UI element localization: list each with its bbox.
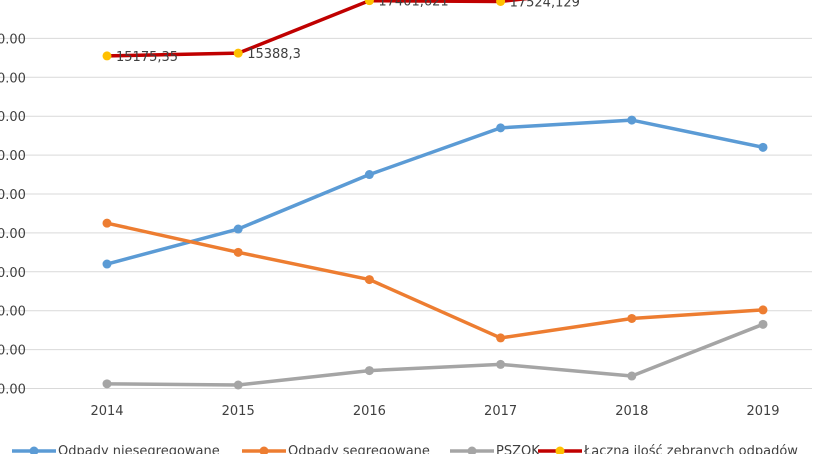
data-point — [364, 0, 374, 6]
data-label: 15175,35 — [116, 50, 178, 65]
legend-label: Odpady segregowane — [288, 444, 430, 454]
y-tick-label: 0.00 — [0, 32, 26, 47]
x-tick-label: 2015 — [222, 404, 255, 419]
x-tick-label: 2017 — [484, 404, 517, 419]
data-point — [233, 48, 243, 58]
y-tick-label: 0.00 — [0, 149, 26, 164]
data-point — [758, 305, 768, 315]
x-axis-tick-labels: 2014 2015 2016 2017 2018 2019 — [90, 404, 779, 419]
data-point — [496, 0, 506, 6]
data-label: 15388,3 — [247, 47, 301, 62]
data-point — [102, 218, 112, 228]
data-point — [758, 319, 768, 329]
x-tick-label: 2016 — [353, 404, 386, 419]
data-point — [496, 123, 506, 133]
data-point — [496, 359, 506, 369]
x-tick-label: 2019 — [746, 404, 779, 419]
data-label: 17401,621 — [378, 0, 448, 10]
y-tick-label: 0.00 — [0, 266, 26, 281]
data-point — [627, 371, 637, 381]
legend-swatch-marker — [467, 446, 477, 454]
series-line — [105, 0, 530, 58]
legend-label: Odpady niesegregowane — [58, 444, 220, 454]
data-point — [102, 379, 112, 389]
data-point — [102, 51, 112, 61]
gridlines — [0, 37, 812, 389]
y-tick-label: 0.00 — [0, 71, 26, 86]
series-line — [105, 118, 765, 266]
data-point — [233, 224, 243, 234]
y-tick-label: 0.00 — [0, 383, 26, 398]
data-point — [364, 366, 374, 376]
data-point — [496, 333, 506, 343]
data-point — [102, 259, 112, 269]
y-tick-label: 0.00 — [0, 344, 26, 359]
data-point — [627, 313, 637, 323]
legend: Odpady niesegregowane Odpady segregowane P… — [12, 444, 798, 454]
x-tick-label: 2018 — [615, 404, 648, 419]
legend-swatch-marker — [259, 446, 269, 454]
y-tick-label: 0.00 — [0, 227, 26, 242]
data-point — [364, 170, 374, 180]
y-tick-label: 0.00 — [0, 305, 26, 320]
data-labels: 15175,3515388,317401,62117524,12918135,5… — [116, 0, 580, 65]
series-line — [105, 221, 765, 340]
data-point — [233, 380, 243, 390]
y-tick-label: 0.00 — [0, 188, 26, 203]
legend-label: PSZOK — [496, 444, 540, 454]
legend-label: Łączna ilość zebranych odpadów — [583, 444, 798, 454]
y-axis-tick-labels: 0.00 0.00 0.00 0.00 0.00 0.00 0.00 0.00 0.00 0.00 — [0, 32, 26, 397]
legend-swatch-marker — [29, 446, 39, 454]
series-group — [102, 0, 768, 390]
data-point — [627, 115, 637, 125]
data-point — [758, 142, 768, 152]
data-point — [233, 247, 243, 257]
data-point — [364, 275, 374, 285]
x-tick-label: 2014 — [90, 404, 123, 419]
data-label: 17524,129 — [510, 0, 580, 10]
series-line — [105, 322, 765, 387]
y-tick-label: 0.00 — [0, 110, 26, 125]
legend-swatch-marker — [555, 446, 565, 454]
